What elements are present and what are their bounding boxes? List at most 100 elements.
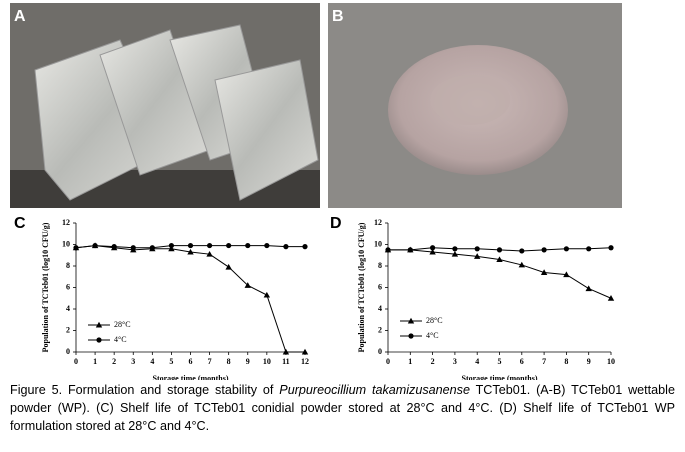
photo-b [328,3,622,208]
marker [111,244,117,250]
x-tick-label: 3 [131,357,135,366]
x-tick-label: 0 [74,357,78,366]
marker [452,246,458,252]
y-tick-label: 8 [66,261,70,270]
x-tick-label: 2 [431,357,435,366]
y-tick-label: 6 [66,282,70,291]
marker [518,261,525,268]
marker [206,250,213,257]
x-tick-label: 10 [607,357,615,366]
y-tick-label: 0 [378,347,382,356]
marker [407,247,413,253]
legend-marker [95,321,103,328]
caption-species: Purpureocillium takamizusanense [279,383,470,397]
panel-label: B [332,8,344,25]
x-tick-label: 10 [263,357,271,366]
marker [264,242,270,249]
marker [585,285,592,292]
panel-label: D [330,215,342,232]
x-tick-label: 11 [282,357,290,366]
panel-label: A [14,8,26,25]
marker [187,248,194,255]
marker [474,253,481,259]
x-tick-label: 1 [93,357,97,366]
legend-label: 4°C [426,331,439,340]
marker [283,244,289,250]
y-tick-label: 4 [378,304,382,313]
marker [385,247,391,253]
marker [263,291,271,298]
marker [225,263,232,270]
x-tick-label: 3 [453,357,457,366]
marker [430,245,436,251]
marker [540,269,548,275]
marker [607,295,615,301]
photo-a [10,3,320,208]
x-tick-label: 7 [542,357,546,366]
caption-text: Figure 5. Formulation and storage stabil… [10,383,280,397]
y-tick-label: 4 [66,304,70,313]
marker [608,245,614,251]
marker [496,247,503,253]
y-tick-label: 2 [66,325,70,334]
y-tick-label: 8 [378,261,382,270]
marker [302,244,308,250]
marker [541,247,547,253]
marker [245,242,251,249]
marker [586,246,592,252]
y-tick-label: 10 [62,239,70,248]
y-tick-label: 2 [378,325,382,334]
marker [301,348,309,355]
marker [451,250,459,257]
marker [73,245,79,251]
series-line [75,245,305,353]
x-tick-label: 8 [564,357,568,366]
y-tick-label: 0 [66,347,70,356]
legend-label: 28°C [114,320,131,329]
x-axis-title: Storage time (months) [462,374,538,380]
marker [429,248,436,255]
legend-label: 4°C [114,335,127,344]
marker [168,242,175,249]
x-tick-label: 4 [475,357,479,366]
x-tick-label: 7 [208,357,212,366]
marker [149,245,155,251]
x-tick-label: 6 [520,357,524,366]
marker [496,256,503,263]
x-tick-label: 9 [246,357,250,366]
marker [92,242,98,249]
x-tick-label: 9 [587,357,591,366]
legend-marker [96,337,102,343]
x-tick-label: 2 [112,357,116,366]
marker [563,271,570,278]
legend-label: 28°C [426,316,443,325]
y-tick-label: 6 [378,282,382,291]
x-axis-title: Storage time (months) [153,374,229,380]
marker [206,242,213,249]
marker [563,246,570,252]
marker [474,246,480,252]
marker [168,245,175,252]
y-axis-title: Population of TCTeb01 (log10 CFU/g) [357,222,366,352]
caption-text: TCTeb01. (A-B) TCTeb01 wettable powder (… [10,383,675,433]
y-tick-label: 10 [374,239,382,248]
y-tick-label: 12 [62,218,70,227]
x-tick-label: 6 [189,357,193,366]
x-tick-label: 8 [227,357,231,366]
x-tick-label: 0 [386,357,390,366]
x-tick-label: 4 [150,357,154,366]
x-tick-label: 12 [301,357,309,366]
x-tick-label: 1 [408,357,412,366]
legend-marker [408,333,414,339]
marker [187,242,194,249]
panel-label: C [14,215,26,232]
y-axis-title: Population of TCTeb01 (log10 CFU/g) [41,222,50,352]
x-tick-label: 5 [169,357,173,366]
caption: Figure 5. Formulation and storage stabil… [10,381,675,435]
x-tick-label: 5 [498,357,502,366]
marker [282,348,290,355]
legend-marker [407,317,415,324]
marker [226,242,232,249]
